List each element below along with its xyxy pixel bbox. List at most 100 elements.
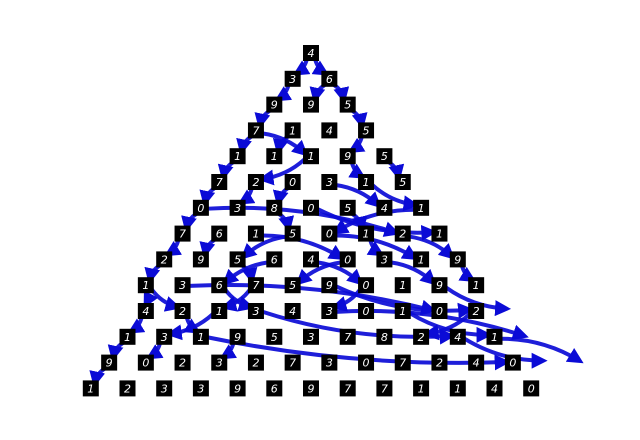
digit-label: 0 xyxy=(528,382,535,395)
digit-tile-background xyxy=(211,225,228,242)
digit-tile-background xyxy=(358,174,375,190)
edge-arrow xyxy=(295,260,342,286)
digit-tile: 1 xyxy=(486,328,503,345)
digit-tile: 1 xyxy=(211,303,228,319)
digit-tile: 2 xyxy=(156,251,173,268)
digit-tile: 1 xyxy=(413,380,430,397)
digit-tile-background xyxy=(156,328,173,345)
digit-tile-background xyxy=(229,380,246,397)
digit-label: 4 xyxy=(289,305,296,318)
edge-arrow xyxy=(165,312,215,341)
digit-label: 0 xyxy=(289,176,296,189)
digit-tile-background xyxy=(119,328,136,345)
digit-tile: 3 xyxy=(211,354,228,371)
digit-tile-background xyxy=(413,380,430,397)
digit-tile-background xyxy=(266,328,283,345)
digit-label: 3 xyxy=(252,305,259,318)
digit-tile-background xyxy=(358,122,375,139)
digit-label: 3 xyxy=(161,382,168,395)
digit-tile-background xyxy=(321,225,338,242)
digit-tile: 0 xyxy=(523,380,540,397)
digit-tile: 1 xyxy=(394,277,411,294)
digit-label: 0 xyxy=(308,202,315,215)
digit-label: 0 xyxy=(344,253,351,266)
digit-label: 5 xyxy=(381,150,388,163)
digit-tile-background xyxy=(303,96,319,113)
digit-tile-background xyxy=(284,174,301,190)
digit-label: 1 xyxy=(363,228,370,241)
digit-label: 3 xyxy=(161,331,168,344)
digit-tile: 1 xyxy=(192,328,209,345)
digit-tile: 4 xyxy=(303,45,319,61)
digit-tile-background xyxy=(394,277,411,294)
digit-label: 1 xyxy=(234,150,241,163)
digit-label: 1 xyxy=(252,228,259,241)
digit-tile: 9 xyxy=(339,148,356,165)
digit-tile: 7 xyxy=(284,354,301,371)
digit-tile-background xyxy=(413,251,430,268)
digit-label: 6 xyxy=(216,279,223,292)
digit-tile: 2 xyxy=(174,303,191,319)
digit-tile: 1 xyxy=(449,380,466,397)
digit-label: 3 xyxy=(326,357,333,370)
digit-tile: 1 xyxy=(284,122,301,139)
digit-tile-background xyxy=(192,328,209,345)
digit-tile: 7 xyxy=(211,174,228,190)
edge-arrow xyxy=(390,260,437,286)
digit-label: 8 xyxy=(271,202,278,215)
digit-tile-background xyxy=(376,148,393,165)
edge-arrow xyxy=(408,234,456,260)
digit-tile-background xyxy=(174,303,191,319)
digit-tile-background xyxy=(137,303,154,319)
edge-arrow xyxy=(335,182,382,209)
digit-tile-background xyxy=(229,251,246,268)
digit-tile: 7 xyxy=(339,380,356,397)
digit-tile-background xyxy=(284,122,301,139)
digit-label: 3 xyxy=(197,382,204,395)
digit-label: 5 xyxy=(344,202,351,215)
digit-label: 1 xyxy=(418,253,425,266)
digit-tile: 0 xyxy=(358,354,375,371)
digit-tile: 9 xyxy=(431,277,448,294)
digit-label: 0 xyxy=(436,305,443,318)
digit-label: 6 xyxy=(271,253,278,266)
digit-label: 5 xyxy=(363,124,370,137)
digit-tile-background xyxy=(358,225,375,242)
digit-tile-background xyxy=(303,380,319,397)
digit-tile-background xyxy=(376,328,393,345)
digit-tile: 1 xyxy=(413,251,430,268)
digit-tile: 3 xyxy=(192,380,209,397)
digit-tile: 6 xyxy=(321,70,338,87)
digit-label: 5 xyxy=(271,331,278,344)
digit-label: 2 xyxy=(473,305,480,318)
digit-label: 1 xyxy=(142,279,149,292)
digit-tile-background xyxy=(284,277,301,294)
digit-tile: 5 xyxy=(266,328,283,345)
digit-tile-background xyxy=(247,174,264,190)
digit-tile-background xyxy=(449,251,466,268)
digit-tile-background xyxy=(303,199,319,216)
digit-tile-background xyxy=(486,380,503,397)
digit-tile-background xyxy=(321,70,338,87)
edge-arrow xyxy=(463,336,548,369)
digit-label: 0 xyxy=(509,357,516,370)
digit-label: 0 xyxy=(326,228,333,241)
digit-label: 8 xyxy=(381,331,388,344)
digit-tile-background xyxy=(431,354,448,371)
digit-tile: 0 xyxy=(303,199,319,216)
digit-tile: 5 xyxy=(394,174,411,190)
digit-label: 3 xyxy=(216,357,223,370)
digit-tile: 3 xyxy=(303,328,319,345)
digit-tile: 1 xyxy=(137,277,154,294)
digit-tile-background xyxy=(394,354,411,371)
digit-tile: 0 xyxy=(339,251,356,268)
digit-tile-background xyxy=(339,148,356,165)
digit-tile-background xyxy=(523,380,540,397)
digit-tile: 7 xyxy=(174,225,191,242)
digit-label: 9 xyxy=(234,331,241,344)
digit-tile-background xyxy=(247,225,264,242)
digit-tile: 4 xyxy=(284,303,301,319)
digit-tile-background xyxy=(229,148,246,165)
digit-tile: 9 xyxy=(321,277,338,294)
